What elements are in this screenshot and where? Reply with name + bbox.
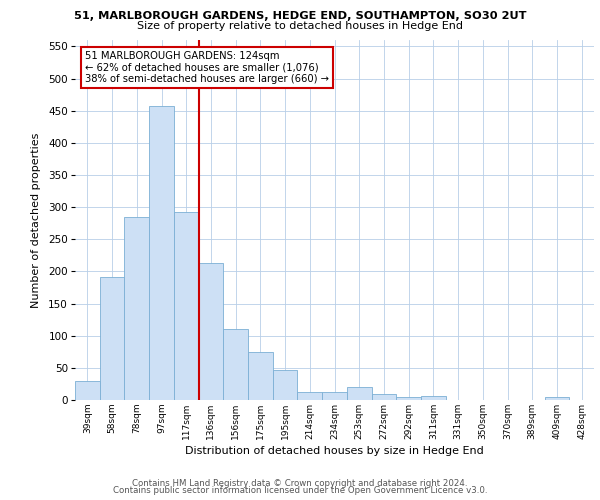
Bar	[421, 396, 446, 400]
Bar	[100, 276, 124, 400]
Bar	[273, 370, 298, 400]
Text: 51, MARLBOROUGH GARDENS, HEDGE END, SOUTHAMPTON, SO30 2UT: 51, MARLBOROUGH GARDENS, HEDGE END, SOUT…	[74, 11, 526, 21]
Bar	[149, 106, 174, 400]
Bar	[248, 352, 273, 400]
Bar	[322, 392, 347, 400]
Text: Contains HM Land Registry data © Crown copyright and database right 2024.: Contains HM Land Registry data © Crown c…	[132, 478, 468, 488]
Bar	[298, 392, 322, 400]
Bar	[124, 218, 149, 400]
Bar	[347, 386, 371, 400]
Y-axis label: Number of detached properties: Number of detached properties	[31, 132, 41, 308]
X-axis label: Distribution of detached houses by size in Hedge End: Distribution of detached houses by size …	[185, 446, 484, 456]
Text: Size of property relative to detached houses in Hedge End: Size of property relative to detached ho…	[137, 21, 463, 31]
Text: 51 MARLBOROUGH GARDENS: 124sqm
← 62% of detached houses are smaller (1,076)
38% : 51 MARLBOROUGH GARDENS: 124sqm ← 62% of …	[85, 51, 329, 84]
Bar	[199, 263, 223, 400]
Bar	[371, 394, 396, 400]
Bar	[223, 328, 248, 400]
Bar	[396, 397, 421, 400]
Text: Contains public sector information licensed under the Open Government Licence v3: Contains public sector information licen…	[113, 486, 487, 495]
Bar	[545, 397, 569, 400]
Bar	[174, 212, 199, 400]
Bar	[75, 380, 100, 400]
